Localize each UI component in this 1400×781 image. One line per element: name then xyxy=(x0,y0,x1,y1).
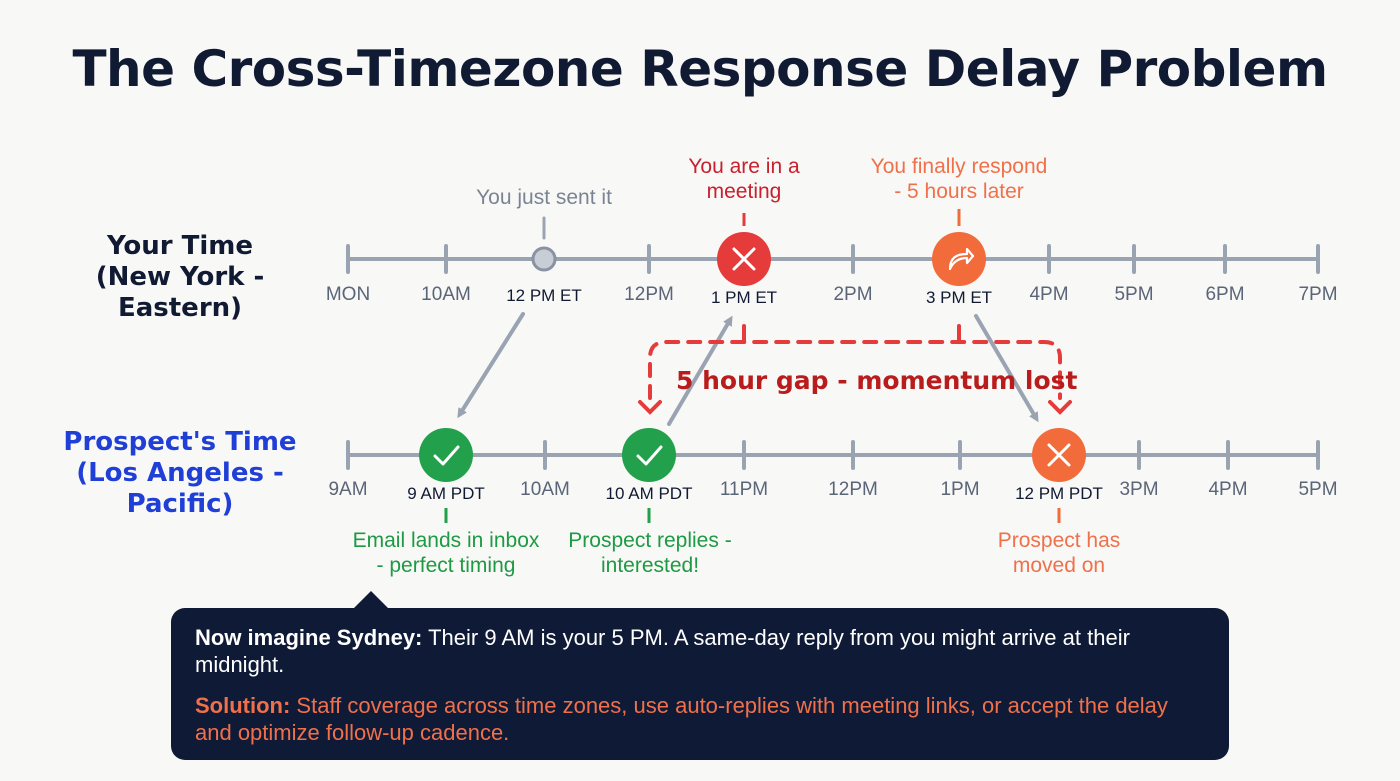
prospect-time-label: Prospect's Time (Los Angeles - Pacific) xyxy=(30,427,330,520)
sydney-text: Their 9 AM is your 5 PM. A same-day repl… xyxy=(195,625,1130,677)
flow-arrows xyxy=(457,312,1039,426)
ny-tick-label: 10AM xyxy=(421,284,471,305)
reply-check-icon xyxy=(622,428,676,482)
your-time-label: Your Time (New York - Eastern) xyxy=(40,231,320,324)
inbox-check-icon xyxy=(419,428,473,482)
la-tick-label: 5PM xyxy=(1298,479,1338,500)
la-tick-label: 10AM xyxy=(520,479,570,500)
respond-note-line1: You finally respond xyxy=(870,155,1048,178)
meeting-note: You are in a meeting xyxy=(688,154,799,204)
ny-tick-label: 7PM xyxy=(1298,284,1338,305)
reply-note-line2: interested! xyxy=(600,554,700,577)
ny-tick-label: 2PM xyxy=(833,284,873,305)
gap-bracket xyxy=(638,324,1072,415)
solution-text: Staff coverage across time zones, use au… xyxy=(195,693,1168,745)
la-event-time: 10 AM PDT xyxy=(605,484,693,503)
prospect-time-zone: (Los Angeles - Pacific) xyxy=(76,458,284,519)
sydney-heading: Now imagine Sydney: xyxy=(195,625,423,650)
page-title: The Cross-Timezone Response Delay Proble… xyxy=(72,40,1328,98)
ny-event-time: 12 PM ET xyxy=(506,286,582,305)
la-tick-label: 12PM xyxy=(828,479,878,500)
moved-on-note: Prospect has moved on xyxy=(998,528,1121,578)
gap-label: 5 hour gap - momentum lost xyxy=(676,366,1078,395)
la-event-time: 9 AM PDT xyxy=(407,484,485,503)
ny-tick-label: MON xyxy=(325,284,371,305)
meeting-x-icon xyxy=(717,232,771,286)
moved-on-note-line1: Prospect has xyxy=(997,529,1121,552)
reply-note-line1: Prospect replies - xyxy=(568,529,732,552)
ny-event-time: 3 PM ET xyxy=(925,288,993,307)
la-tick-label: 1PM xyxy=(940,479,980,500)
meeting-note-line2: meeting xyxy=(706,180,782,203)
la-tick-label: 4PM xyxy=(1208,479,1248,500)
solution-heading: Solution: xyxy=(195,693,291,718)
ny-event-time: 1 PM ET xyxy=(710,288,778,307)
ny-timeline-axis xyxy=(346,216,1320,274)
la-tick-label: 11PM xyxy=(719,479,769,500)
prospect-time-title: Prospect's Time xyxy=(63,427,297,457)
la-tick-label: 3PM xyxy=(1119,479,1159,500)
meeting-note-line1: You are in a xyxy=(688,155,800,178)
sent-note: You just sent it xyxy=(476,186,612,209)
ny-tick-label: 5PM xyxy=(1114,284,1154,305)
inbox-note-line2: - perfect timing xyxy=(376,554,516,577)
inbox-note: Email lands in inbox - perfect timing xyxy=(353,528,540,578)
your-time-zone: (New York - Eastern) xyxy=(95,262,265,323)
respond-share-arrow-icon xyxy=(932,232,986,286)
respond-note: You finally respond - 5 hours later xyxy=(871,154,1048,204)
respond-note-line2: - 5 hours later xyxy=(894,180,1024,203)
moved-on-note-line2: moved on xyxy=(1012,554,1106,577)
reply-note: Prospect replies - interested! xyxy=(568,528,731,578)
ny-tick-label: 4PM xyxy=(1029,284,1069,305)
ny-tick-label: 12PM xyxy=(624,284,674,305)
la-event-time: 12 PM PDT xyxy=(1015,484,1103,503)
your-time-title: Your Time xyxy=(106,231,254,261)
inbox-note-line1: Email lands in inbox xyxy=(352,529,540,552)
sydney-paragraph: Now imagine Sydney: Their 9 AM is your 5… xyxy=(195,624,1205,678)
solution-paragraph: Solution: Staff coverage across time zon… xyxy=(195,692,1205,746)
sent-marker-icon xyxy=(531,246,557,272)
moved-on-x-icon xyxy=(1032,428,1086,482)
la-tick-label: 9AM xyxy=(328,479,368,500)
callout-box: Now imagine Sydney: Their 9 AM is your 5… xyxy=(171,591,1229,760)
la-timeline-axis xyxy=(346,440,1320,470)
ny-tick-label: 6PM xyxy=(1205,284,1245,305)
